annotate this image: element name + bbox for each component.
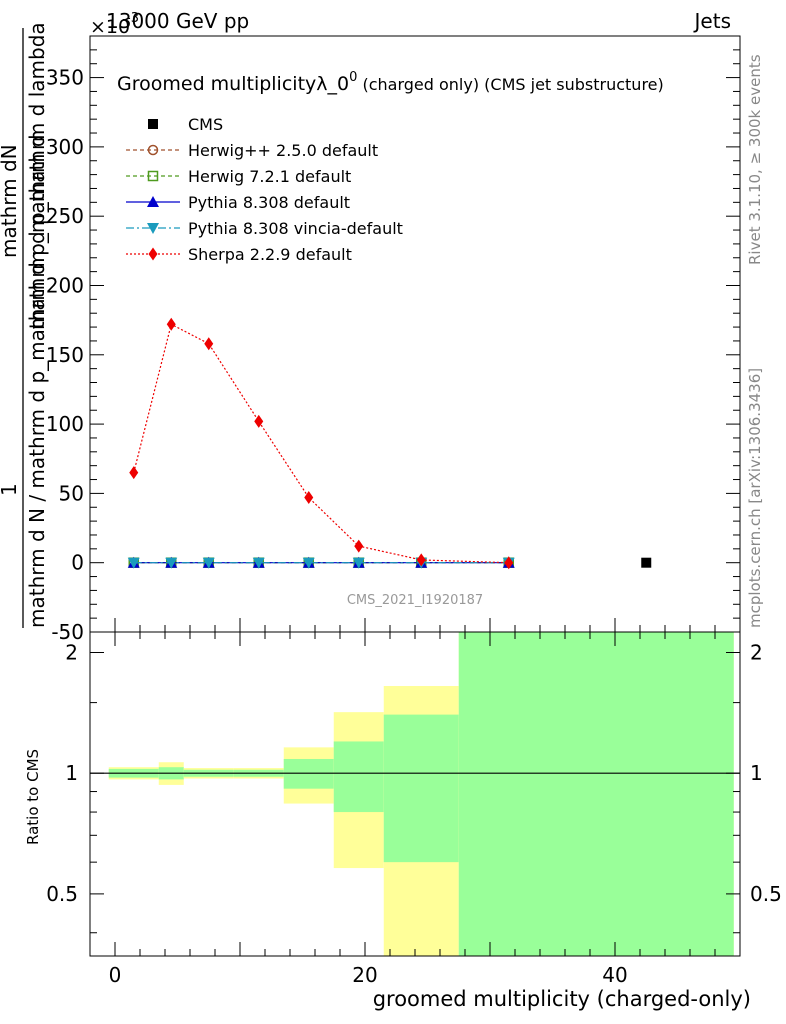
mcplots-label: mcplots.cern.ch [arXiv:1306.3436] bbox=[746, 368, 764, 628]
x-axis-ticks: 0 20 40 bbox=[109, 618, 716, 987]
data-point-vincia bbox=[352, 557, 365, 569]
data-point-sherpa bbox=[204, 337, 214, 351]
legend-label-herwigpp: Herwig++ 2.5.0 default bbox=[188, 141, 378, 160]
data-point-sherpa bbox=[129, 466, 139, 480]
data-point-vincia bbox=[202, 557, 215, 569]
ratio-y-tick-label-right: 0.5 bbox=[750, 882, 782, 906]
legend: CMS Herwig++ 2.5.0 default Herwig 7.2.1 de… bbox=[126, 115, 403, 264]
legend-label-sherpa: Sherpa 2.2.9 default bbox=[188, 245, 352, 264]
ratio-y-tick-label: 0.5 bbox=[46, 882, 78, 906]
ratio-y-tick-label: 1 bbox=[65, 761, 78, 785]
legend-label-pythia: Pythia 8.308 default bbox=[188, 193, 350, 212]
ratio-y-tick-label-right: 1 bbox=[750, 761, 763, 785]
x-tick-label: 20 bbox=[352, 963, 377, 987]
main-y-tick-label: 250 bbox=[46, 204, 84, 228]
ratio-band-green bbox=[283, 758, 334, 789]
main-y-tick-label: 300 bbox=[46, 135, 84, 159]
header-jets: Jets bbox=[693, 9, 731, 33]
series-sherpa bbox=[129, 317, 514, 570]
main-panel: -50 0 50 100 150 200 250 300 350 Groomed multipl… bbox=[0, 22, 741, 644]
data-point-vincia bbox=[127, 557, 140, 569]
main-y-tick-label: -50 bbox=[51, 620, 84, 644]
x-tick-label: 40 bbox=[602, 963, 627, 987]
data-point-sherpa bbox=[504, 556, 514, 570]
ratio-panel: 0.5 0.5 1 1 2 2 0 20 40 Ratio to CMS groomed mu… bbox=[24, 618, 782, 1011]
data-point-sherpa bbox=[254, 414, 264, 428]
ratio-band-green bbox=[458, 632, 734, 956]
main-series-group bbox=[127, 317, 652, 570]
ratio-y-tick-label: 2 bbox=[65, 641, 78, 665]
legend-label-herwig7: Herwig 7.2.1 default bbox=[188, 167, 351, 186]
legend-marker-sherpa bbox=[148, 247, 158, 261]
data-point-cms bbox=[641, 557, 652, 568]
ratio-band-green bbox=[333, 741, 384, 813]
x-axis-label: groomed multiplicity (charged-only) bbox=[373, 987, 751, 1011]
y-label-denominator: mathrm d N / mathrm d p_mathrm d p_mathr… bbox=[25, 134, 49, 628]
y-label-numerator: mathrm dN bbox=[0, 144, 21, 258]
header-exponent-power: -3 bbox=[126, 11, 139, 26]
rivet-label: Rivet 3.1.10, ≥ 300k events bbox=[746, 54, 764, 265]
y-label-one: 1 bbox=[0, 483, 21, 496]
data-point-sherpa bbox=[416, 553, 426, 567]
ratio-y-label: Ratio to CMS bbox=[24, 749, 42, 845]
data-point-vincia bbox=[252, 557, 265, 569]
ratio-y-tick-label-right: 2 bbox=[750, 641, 763, 665]
legend-marker-cms bbox=[148, 119, 158, 129]
legend-label-cms: CMS bbox=[188, 115, 223, 134]
plot-title-main: Groomed multiplicityλ_0 bbox=[117, 73, 349, 95]
legend-marker-herwig7 bbox=[147, 170, 159, 182]
data-point-sherpa bbox=[304, 491, 314, 505]
ratio-y-ticks: 0.5 0.5 1 1 2 2 bbox=[46, 641, 782, 934]
legend-marker-herwigpp bbox=[147, 144, 159, 156]
plot-title-sup: 0 bbox=[349, 70, 357, 85]
legend-marker-pythia bbox=[147, 196, 159, 207]
legend-marker-vincia bbox=[147, 223, 159, 234]
watermark: CMS_2021_I1920187 bbox=[347, 593, 483, 608]
main-y-tick-label: 200 bbox=[46, 273, 84, 297]
plot-title: Groomed multiplicityλ_00 (charged only) … bbox=[117, 70, 664, 95]
main-y-tick-label: 350 bbox=[46, 66, 84, 90]
plot-title-sub: (charged only) (CMS jet substructure) bbox=[357, 75, 663, 94]
main-y-tick-label: 100 bbox=[46, 412, 84, 436]
x-tick-label: 0 bbox=[109, 963, 122, 987]
header-collision: 13000 GeV pp bbox=[106, 9, 249, 33]
data-point-vincia bbox=[302, 557, 315, 569]
main-y-axis-label: mathrm dN mathrm d p_mathrm d lambda 1 m… bbox=[0, 22, 49, 628]
legend-label-vincia: Pythia 8.308 vincia-default bbox=[188, 219, 403, 238]
header-exponent: ×10 bbox=[90, 16, 130, 38]
series-line-sherpa bbox=[133, 323, 509, 564]
main-y-ticks: -50 0 50 100 150 200 250 300 350 bbox=[46, 49, 740, 644]
data-point-sherpa bbox=[166, 317, 176, 331]
ratio-band-green bbox=[383, 714, 459, 863]
data-point-vincia bbox=[165, 557, 178, 569]
main-y-tick-label: 0 bbox=[71, 551, 84, 575]
series-cms bbox=[641, 557, 652, 568]
main-y-tick-label: 150 bbox=[46, 343, 84, 367]
series-vincia bbox=[127, 557, 515, 569]
y-label-numerator-2: mathrm d p_mathrm d lambda bbox=[25, 22, 49, 330]
ratio-bands bbox=[108, 632, 734, 956]
main-y-tick-label: 50 bbox=[59, 481, 84, 505]
data-point-sherpa bbox=[354, 539, 364, 553]
